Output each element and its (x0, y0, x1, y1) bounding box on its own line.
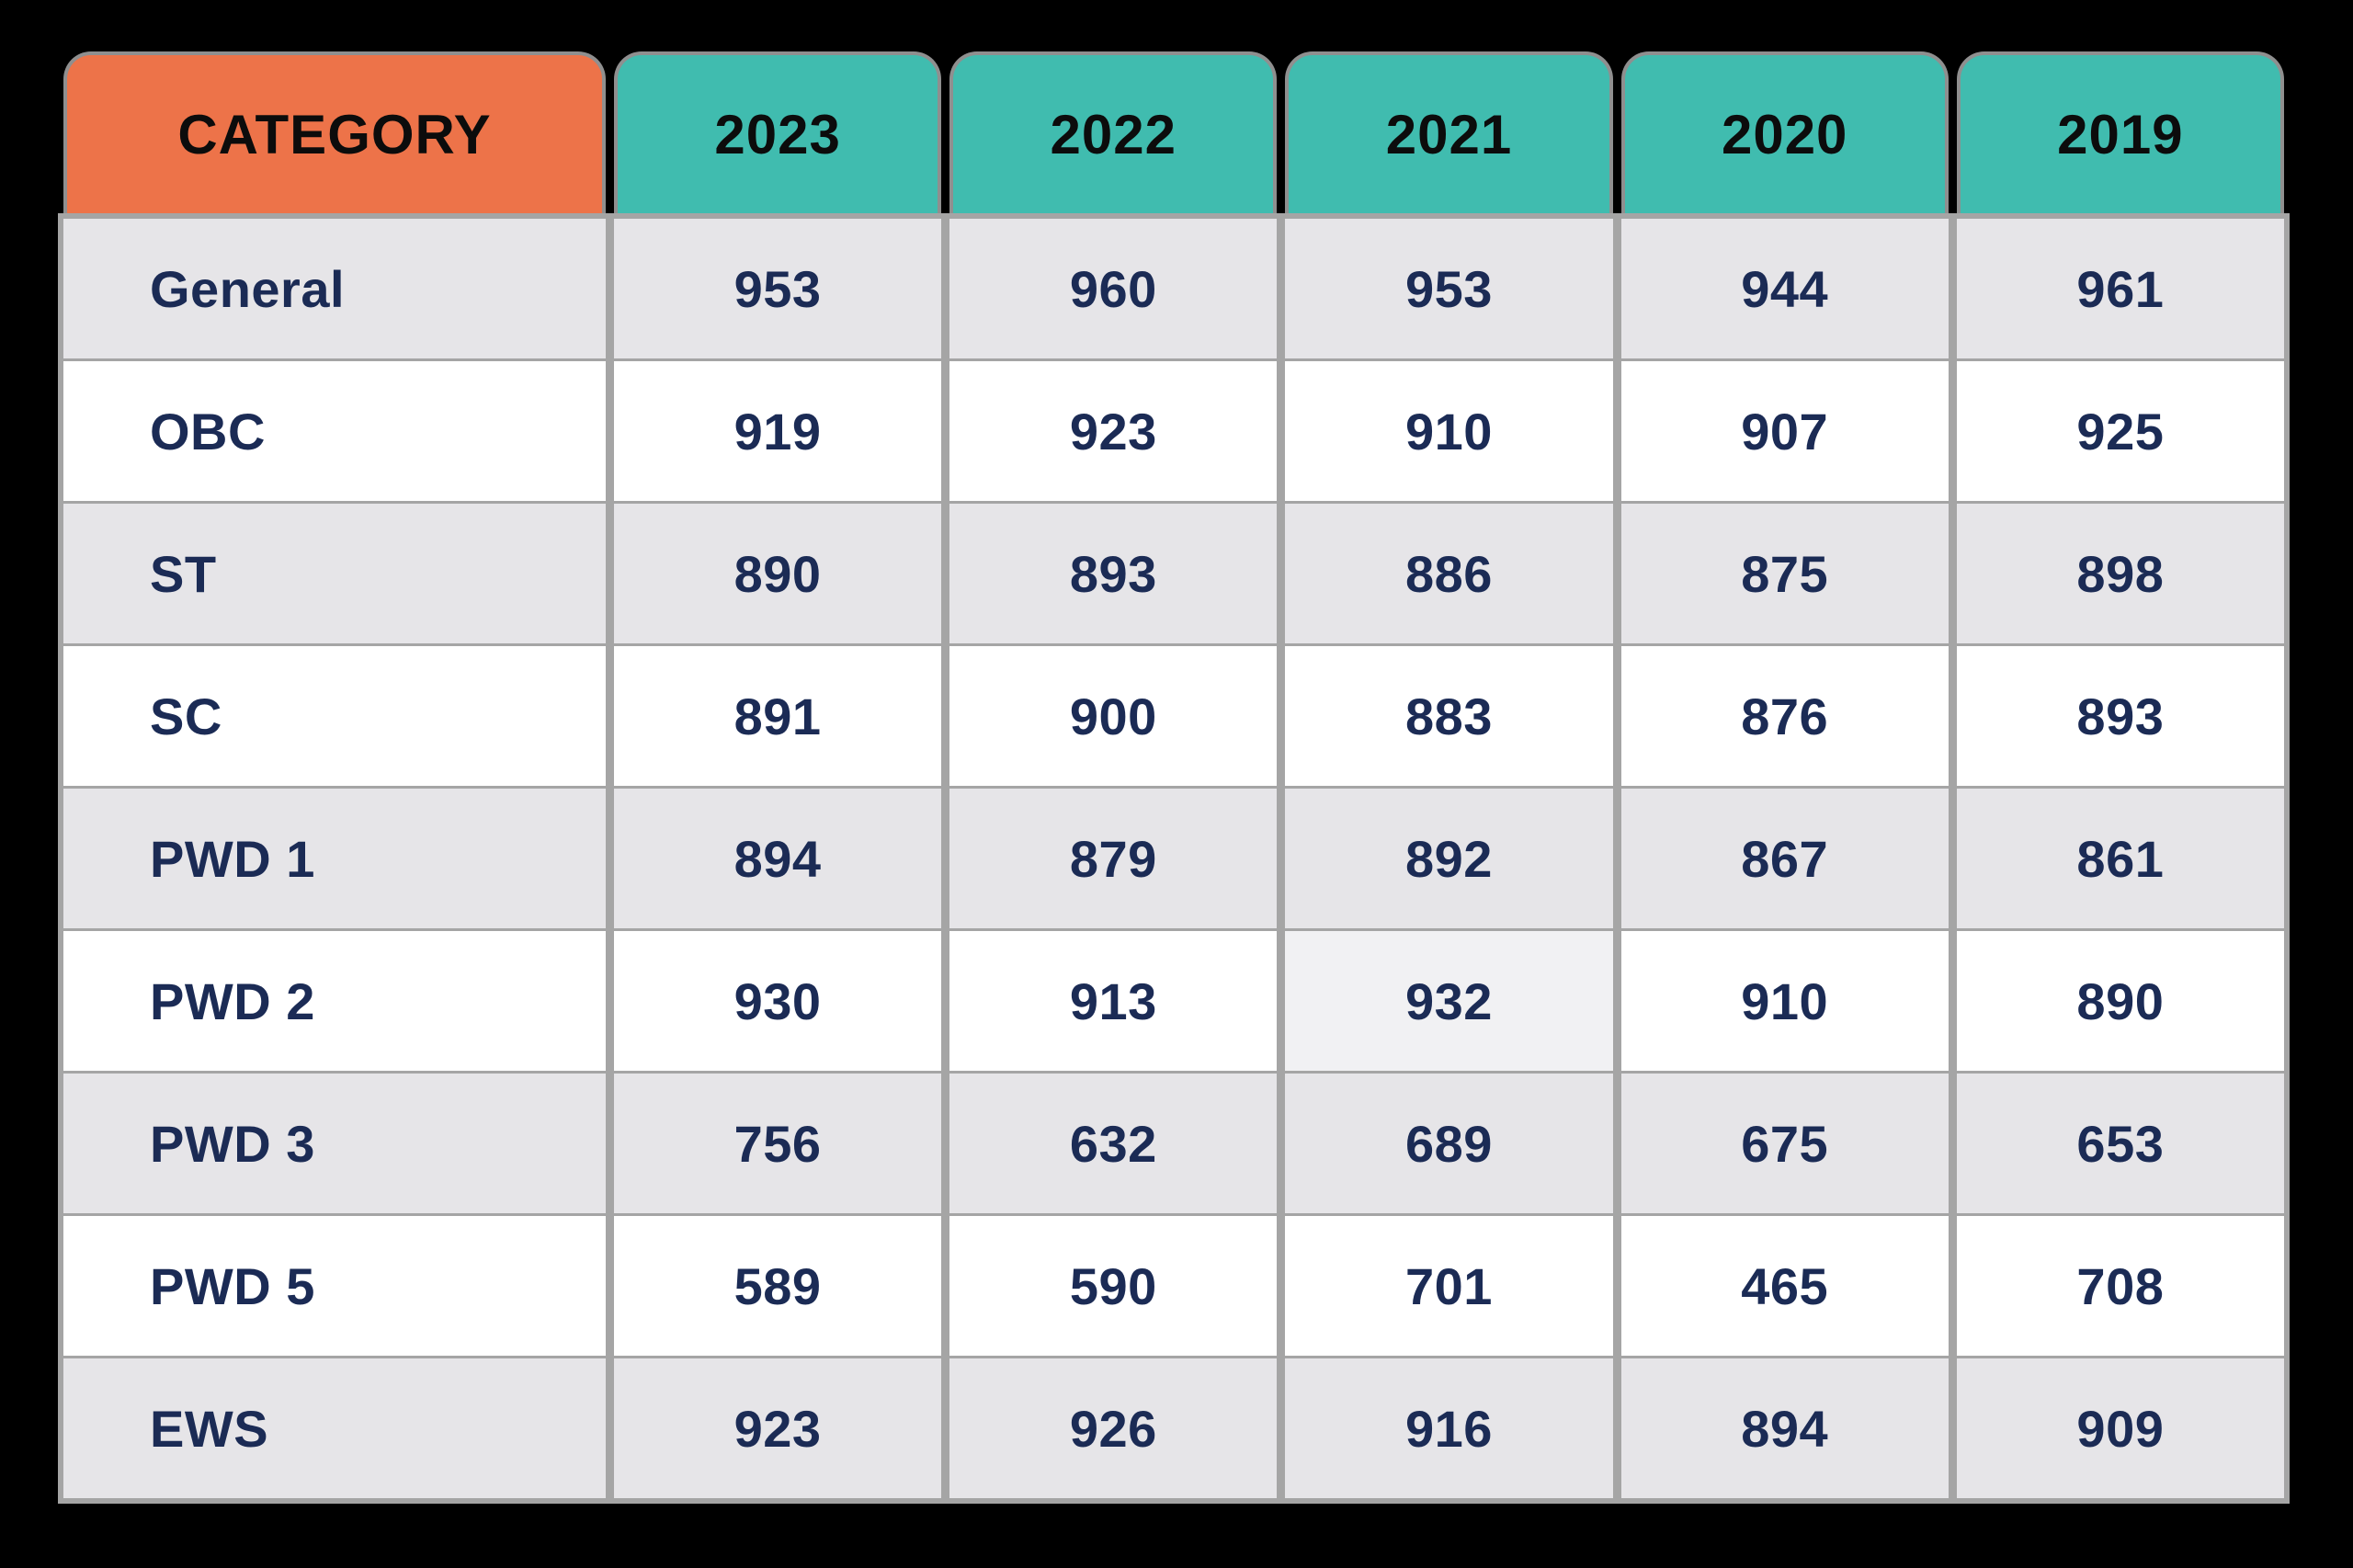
category-cell: PWD 1 (63, 789, 606, 928)
value-cell: 867 (1620, 789, 1949, 928)
value-cell: 890 (1956, 931, 2284, 1071)
value-cell: 898 (1956, 504, 2284, 643)
value-cell: 932 (1285, 931, 1613, 1071)
value-cell: 926 (949, 1358, 1278, 1498)
value-cell: 892 (1285, 789, 1613, 928)
value-cell: 465 (1620, 1216, 1949, 1356)
value-cell: 675 (1620, 1074, 1949, 1213)
value-cell: 708 (1956, 1216, 2284, 1356)
category-cell: PWD 3 (63, 1074, 606, 1213)
header-tab-2022: 2022 (949, 51, 1278, 213)
value-cell: 916 (1285, 1358, 1613, 1498)
header-label-2022: 2022 (1050, 103, 1177, 165)
header-label-2023: 2023 (714, 103, 841, 165)
value-cell: 944 (1620, 219, 1949, 358)
value-cell: 876 (1620, 646, 1949, 786)
value-cell: 689 (1285, 1074, 1613, 1213)
value-cell: 893 (1956, 646, 2284, 786)
header-label-category: CATEGORY (177, 103, 492, 165)
value-cell: 632 (949, 1074, 1278, 1213)
header-tab-2023: 2023 (614, 51, 942, 213)
value-cell: 891 (614, 646, 942, 786)
header-tab-2020: 2020 (1620, 51, 1949, 213)
category-cell: PWD 5 (63, 1216, 606, 1356)
value-cell: 953 (614, 219, 942, 358)
value-cell: 923 (614, 1358, 942, 1498)
category-cell: PWD 2 (63, 931, 606, 1071)
category-cell: EWS (63, 1358, 606, 1498)
value-cell: 756 (614, 1074, 942, 1213)
value-cell: 894 (1620, 1358, 1949, 1498)
category-cell: OBC (63, 361, 606, 501)
table-header-row: CATEGORY 2023 2022 2021 2020 2019 (58, 51, 2290, 213)
header-label-2020: 2020 (1721, 103, 1848, 165)
value-cell: 861 (1956, 789, 2284, 928)
category-cell: ST (63, 504, 606, 643)
header-tab-2021: 2021 (1285, 51, 1613, 213)
value-cell: 590 (949, 1216, 1278, 1356)
value-cell: 919 (614, 361, 942, 501)
value-cell: 909 (1956, 1358, 2284, 1498)
table-body: General 953 960 953 944 961 OBC 919 923 910 907 925… (58, 213, 2290, 1504)
header-label-2019: 2019 (2057, 103, 2184, 165)
value-cell: 910 (1620, 931, 1949, 1071)
category-cell: SC (63, 646, 606, 786)
header-tab-2019: 2019 (1956, 51, 2284, 213)
value-cell: 589 (614, 1216, 942, 1356)
value-cell: 883 (1285, 646, 1613, 786)
value-cell: 961 (1956, 219, 2284, 358)
value-cell: 953 (1285, 219, 1613, 358)
value-cell: 913 (949, 931, 1278, 1071)
value-cell: 653 (1956, 1074, 2284, 1213)
value-cell: 701 (1285, 1216, 1613, 1356)
value-cell: 925 (1956, 361, 2284, 501)
category-cell: General (63, 219, 606, 358)
value-cell: 879 (949, 789, 1278, 928)
value-cell: 893 (949, 504, 1278, 643)
value-cell: 890 (614, 504, 942, 643)
cutoff-table: CATEGORY 2023 2022 2021 2020 2019 Genera… (58, 51, 2290, 1504)
value-cell: 875 (1620, 504, 1949, 643)
value-cell: 923 (949, 361, 1278, 501)
value-cell: 910 (1285, 361, 1613, 501)
value-cell: 960 (949, 219, 1278, 358)
value-cell: 907 (1620, 361, 1949, 501)
value-cell: 930 (614, 931, 942, 1071)
header-tab-category: CATEGORY (63, 51, 606, 213)
value-cell: 894 (614, 789, 942, 928)
value-cell: 900 (949, 646, 1278, 786)
header-label-2021: 2021 (1385, 103, 1513, 165)
value-cell: 886 (1285, 504, 1613, 643)
